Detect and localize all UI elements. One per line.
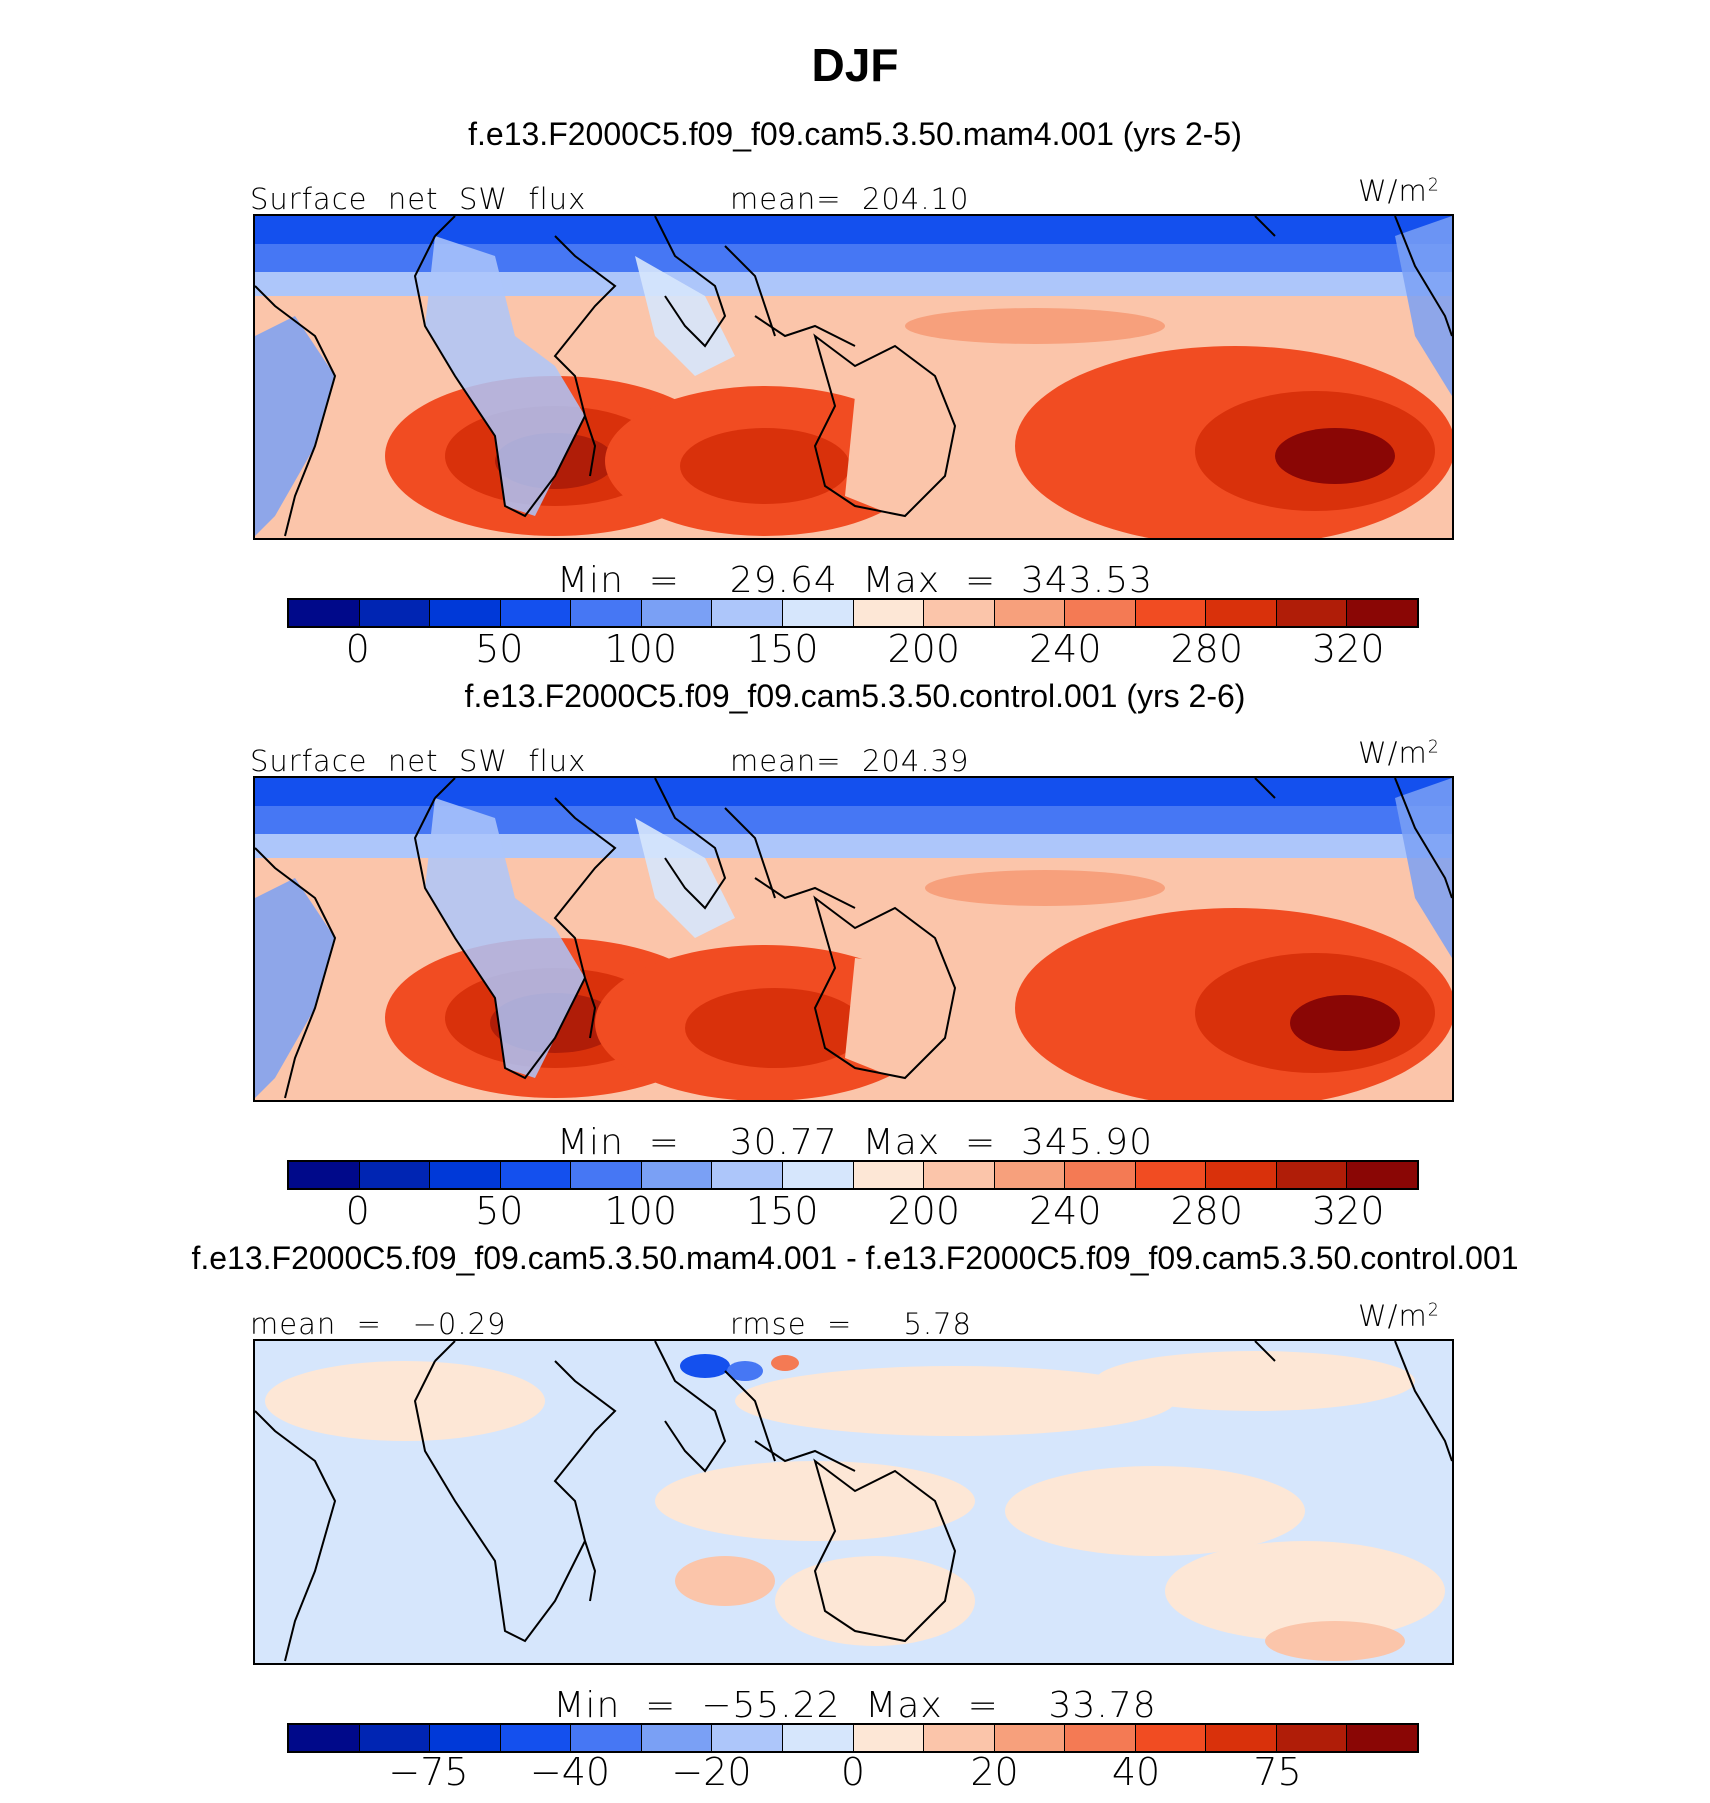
colorbar-swatch <box>289 600 360 626</box>
colorbar-swatch <box>289 1162 360 1188</box>
panel-2-mean-label: mean= 204.39 <box>730 744 970 778</box>
colorbar-swatch <box>712 1162 783 1188</box>
colorbar-swatch <box>641 1725 713 1751</box>
panel-1-colorbar <box>287 598 1419 628</box>
colorbar-swatch <box>1065 1162 1136 1188</box>
panel-3-map <box>253 1339 1454 1665</box>
colorbar-swatch <box>1347 600 1417 626</box>
panel-3-min-max: Min = −55.22 Max = 33.78 <box>553 1685 1157 1726</box>
colorbar-swatch <box>500 600 572 626</box>
colorbar-swatch <box>994 1725 1066 1751</box>
panel-1-variable-label: Surface net SW flux <box>250 182 587 216</box>
colorbar-tick-label: −40 <box>529 1750 611 1794</box>
colorbar-tick-label: 0 <box>345 627 370 671</box>
colorbar-tick-label: 75 <box>1253 1750 1302 1794</box>
colorbar-swatch <box>1276 1725 1348 1751</box>
colorbar-tick-label: 0 <box>840 1750 866 1794</box>
colorbar-tick-label: 100 <box>604 1189 678 1233</box>
colorbar-swatch <box>1206 600 1277 626</box>
colorbar-tick-label: 150 <box>745 627 819 671</box>
colorbar-tick-label: 0 <box>345 1189 370 1233</box>
panel-1-map <box>253 214 1454 540</box>
colorbar-tick-label: 280 <box>1170 627 1244 671</box>
colorbar-swatch <box>782 1162 854 1188</box>
colorbar-swatch <box>641 1162 713 1188</box>
colorbar-tick-label: 20 <box>970 1750 1019 1794</box>
colorbar-swatch <box>289 1725 360 1751</box>
colorbar-swatch <box>359 1725 431 1751</box>
colorbar-swatch <box>994 600 1066 626</box>
colorbar-swatch <box>571 1162 642 1188</box>
colorbar-tick-label: 150 <box>745 1189 819 1233</box>
colorbar-swatch <box>853 1162 925 1188</box>
panel-1-min-max: Min = 29.64 Max = 343.53 <box>557 560 1153 601</box>
colorbar-swatch <box>571 1725 642 1751</box>
panel-3-colorbar <box>287 1723 1419 1753</box>
colorbar-tick-label: 320 <box>1311 1189 1385 1233</box>
colorbar-swatch <box>1276 600 1348 626</box>
panel-2-map <box>253 776 1454 1102</box>
colorbar-swatch <box>1135 1725 1207 1751</box>
colorbar-swatch <box>712 1725 783 1751</box>
colorbar-swatch <box>1135 1162 1207 1188</box>
colorbar-swatch <box>430 600 501 626</box>
panel-1-units: W/m2 <box>1358 174 1440 208</box>
colorbar-swatch <box>924 1725 995 1751</box>
colorbar-swatch <box>500 1162 572 1188</box>
colorbar-swatch <box>1065 600 1136 626</box>
colorbar-swatch <box>430 1162 501 1188</box>
colorbar-swatch <box>1206 1725 1277 1751</box>
colorbar-tick-label: 240 <box>1028 1189 1102 1233</box>
colorbar-tick-label: 200 <box>887 1189 961 1233</box>
panel-2-min-max: Min = 30.77 Max = 345.90 <box>557 1122 1153 1163</box>
colorbar-tick-label: 100 <box>604 627 678 671</box>
colorbar-swatch <box>853 600 925 626</box>
colorbar-tick-label: 40 <box>1111 1750 1161 1794</box>
colorbar-swatch <box>1135 600 1207 626</box>
colorbar-swatch <box>712 600 783 626</box>
panel-1-case-title: f.e13.F2000C5.f09_f09.cam5.3.50.mam4.001… <box>468 116 1242 152</box>
panel-3-case-title: f.e13.F2000C5.f09_f09.cam5.3.50.mam4.001… <box>191 1240 1519 1276</box>
colorbar-tick-label: 240 <box>1028 627 1102 671</box>
colorbar-tick-label: 50 <box>475 627 524 671</box>
colorbar-swatch <box>1347 1162 1417 1188</box>
colorbar-swatch <box>430 1725 501 1751</box>
colorbar-tick-label: 50 <box>475 1189 524 1233</box>
colorbar-swatch <box>571 600 642 626</box>
colorbar-swatch <box>1065 1725 1136 1751</box>
colorbar-tick-label: 280 <box>1170 1189 1244 1233</box>
panel-2-colorbar <box>287 1160 1419 1190</box>
panel-3-mean-label: mean = −0.29 <box>250 1307 507 1341</box>
colorbar-swatch <box>853 1725 925 1751</box>
colorbar-swatch <box>500 1725 572 1751</box>
colorbar-swatch <box>924 600 995 626</box>
colorbar-swatch <box>782 1725 854 1751</box>
panel-2-variable-label: Surface net SW flux <box>250 744 587 778</box>
colorbar-swatch <box>924 1162 995 1188</box>
panel-3-rmse-label: rmse = 5.78 <box>730 1307 973 1341</box>
panel-2-units: W/m2 <box>1358 736 1440 770</box>
colorbar-swatch <box>1347 1725 1417 1751</box>
colorbar-swatch <box>994 1162 1066 1188</box>
colorbar-tick-label: −20 <box>671 1750 752 1794</box>
colorbar-swatch <box>1206 1162 1277 1188</box>
colorbar-swatch <box>641 600 713 626</box>
panel-3-units: W/m2 <box>1358 1299 1440 1333</box>
panel-2-case-title: f.e13.F2000C5.f09_f09.cam5.3.50.control.… <box>464 678 1246 714</box>
colorbar-swatch <box>359 600 431 626</box>
figure-title: DJF <box>811 39 899 91</box>
colorbar-swatch <box>359 1162 431 1188</box>
colorbar-swatch <box>1276 1162 1348 1188</box>
colorbar-tick-label: −75 <box>388 1750 469 1794</box>
panel-1-mean-label: mean= 204.10 <box>730 182 970 216</box>
colorbar-swatch <box>782 600 854 626</box>
colorbar-tick-label: 320 <box>1311 627 1385 671</box>
colorbar-tick-label: 200 <box>887 627 961 671</box>
